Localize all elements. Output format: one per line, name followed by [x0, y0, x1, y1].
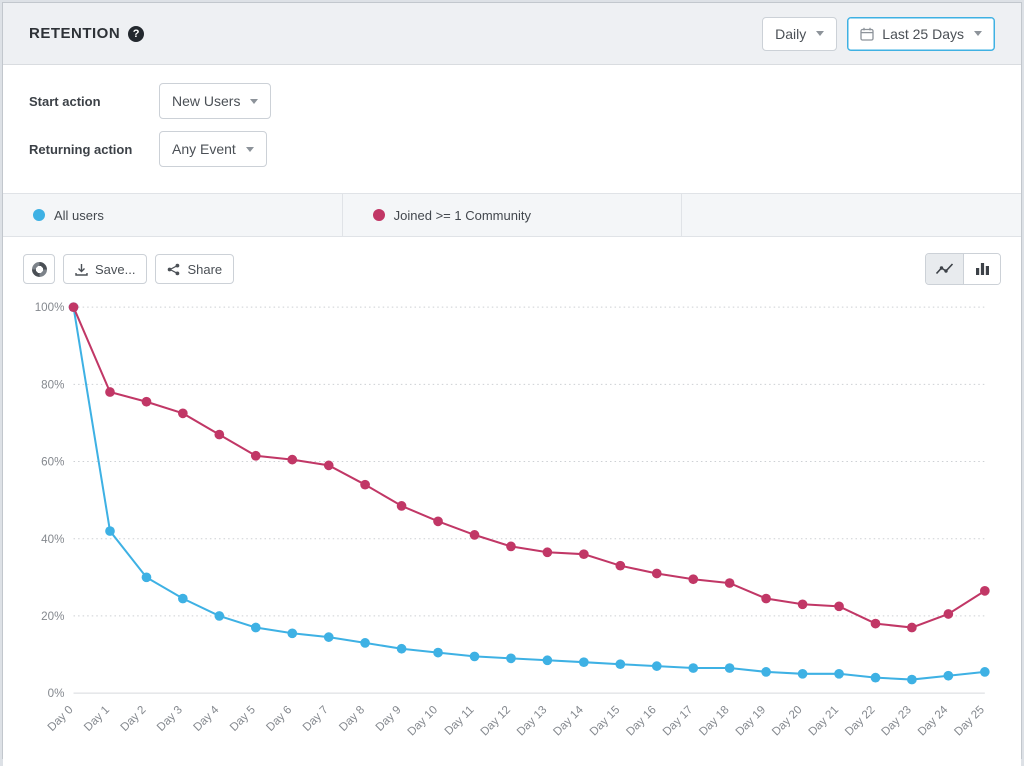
granularity-dropdown[interactable]: Daily — [762, 16, 838, 51]
title-wrap: RETENTION ? — [29, 25, 145, 42]
svg-text:Day 1: Day 1 — [81, 703, 112, 734]
svg-text:Day 2: Day 2 — [118, 703, 149, 734]
svg-text:Day 0: Day 0 — [45, 703, 76, 734]
share-button[interactable]: Share — [155, 254, 235, 284]
legend-label: Joined >= 1 Community — [393, 207, 531, 223]
svg-text:Day 14: Day 14 — [551, 703, 587, 739]
svg-text:Day 3: Day 3 — [154, 703, 185, 734]
svg-text:Day 19: Day 19 — [733, 703, 768, 738]
svg-text:Day 9: Day 9 — [373, 703, 404, 734]
toolbar-left: Save... Share — [23, 254, 235, 284]
download-icon — [75, 263, 88, 276]
bar-chart-icon — [975, 262, 990, 276]
date-range-dropdown[interactable]: Last 25 Days — [847, 16, 995, 51]
date-range-value: Last 25 Days — [882, 25, 964, 42]
series-dot-joined-community — [372, 209, 385, 221]
svg-text:Day 6: Day 6 — [264, 703, 295, 734]
legend-item-joined-community[interactable]: Joined >= 1 Community — [343, 194, 683, 236]
start-action-label: Start action — [29, 93, 101, 109]
svg-text:0%: 0% — [48, 687, 65, 700]
start-action-value: New Users — [172, 93, 241, 109]
legend-bar: All users Joined >= 1 Community — [3, 193, 1021, 237]
bar-chart-toggle-button[interactable] — [963, 254, 1000, 284]
start-action-dropdown[interactable]: New Users — [159, 83, 272, 119]
granularity-value: Daily — [775, 25, 807, 42]
save-button-label: Save... — [95, 261, 136, 277]
svg-text:Day 22: Day 22 — [842, 703, 877, 738]
svg-text:40%: 40% — [41, 533, 64, 546]
svg-text:Day 15: Day 15 — [587, 703, 622, 738]
svg-text:Day 8: Day 8 — [337, 703, 368, 734]
svg-text:Day 23: Day 23 — [879, 703, 914, 738]
svg-text:Day 4: Day 4 — [191, 703, 222, 734]
chevron-down-icon — [250, 98, 259, 104]
svg-text:100%: 100% — [35, 301, 65, 314]
svg-text:Day 25: Day 25 — [952, 703, 987, 738]
legend-item-empty — [682, 194, 1021, 236]
svg-text:Day 17: Day 17 — [660, 703, 695, 738]
legend-item-all-users[interactable]: All users — [3, 194, 343, 236]
header: RETENTION ? Daily Last 25 Days — [3, 3, 1021, 65]
svg-text:60%: 60% — [41, 456, 64, 469]
chevron-down-icon — [974, 31, 982, 36]
svg-text:20%: 20% — [41, 610, 64, 623]
retention-chart[interactable]: 0% 20% 40% 60% 80% 100% Day 0 Day 1 Day 2 Day 3 Da… — [23, 291, 1001, 766]
returning-action-label: Returning action — [29, 141, 133, 157]
chevron-down-icon — [816, 31, 825, 36]
legend-label: All users — [54, 207, 104, 223]
svg-text:Day 11: Day 11 — [442, 703, 477, 738]
line-chart-icon — [935, 262, 954, 276]
series-dot-all-users — [33, 209, 45, 221]
action-controls: Start action New Users Returning action … — [3, 65, 1021, 193]
chart-toolbar: Save... Share — [23, 253, 1001, 285]
svg-text:Day 12: Day 12 — [478, 703, 513, 738]
returning-action-dropdown[interactable]: Any Event — [159, 131, 267, 167]
svg-text:Day 10: Day 10 — [405, 703, 440, 738]
returning-action-row: Returning action Any Event — [29, 131, 995, 167]
svg-text:Day 7: Day 7 — [300, 703, 331, 734]
share-button-label: Share — [187, 261, 223, 277]
chart-type-toggle — [925, 253, 1001, 285]
line-chart-toggle-button[interactable] — [926, 254, 963, 284]
svg-text:Day 16: Day 16 — [624, 703, 659, 738]
chart-card: Save... Share — [3, 237, 1021, 766]
returning-action-value: Any Event — [172, 141, 236, 157]
top-controls: Daily Last 25 Days — [762, 16, 995, 51]
calendar-icon — [860, 27, 874, 41]
chevron-down-icon — [245, 146, 254, 152]
color-palette-button[interactable] — [23, 254, 55, 284]
share-icon — [167, 263, 180, 276]
svg-text:Day 13: Day 13 — [514, 703, 549, 738]
svg-text:Day 20: Day 20 — [769, 703, 804, 738]
svg-text:Day 21: Day 21 — [806, 703, 841, 738]
save-button[interactable]: Save... — [63, 254, 148, 284]
help-icon[interactable]: ? — [128, 25, 145, 42]
page-title: RETENTION — [29, 25, 121, 42]
start-action-row: Start action New Users — [29, 83, 995, 119]
svg-text:Day 18: Day 18 — [697, 703, 732, 738]
svg-text:80%: 80% — [41, 378, 64, 391]
palette-icon — [31, 261, 47, 277]
svg-text:Day 5: Day 5 — [227, 703, 258, 734]
svg-text:Day 24: Day 24 — [915, 703, 951, 739]
